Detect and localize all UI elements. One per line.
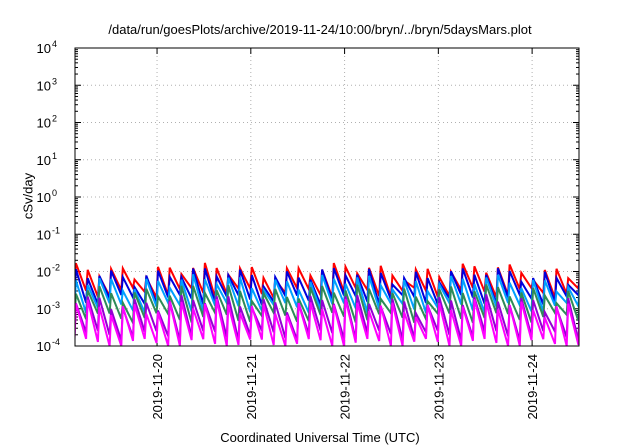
y-tick-label: 10 xyxy=(37,302,51,317)
series-line xyxy=(75,284,579,327)
plot-frame xyxy=(74,47,580,347)
x-tick-label: 2019-11-22 xyxy=(338,354,353,420)
chart-title: /data/run/goesPlots/archive/2019-11-24/1… xyxy=(108,22,532,37)
y-tick-exponent: -4 xyxy=(52,337,60,347)
y-tick-exponent: -1 xyxy=(52,225,60,235)
y-tick-label: 10 xyxy=(37,116,51,131)
x-tick-label: 2019-11-20 xyxy=(150,354,165,420)
y-tick-exponent: 0 xyxy=(52,188,57,198)
x-axis-title: Coordinated Universal Time (UTC) xyxy=(220,430,420,445)
y-tick-label: 10 xyxy=(37,78,51,93)
y-tick-exponent: 1 xyxy=(52,151,57,161)
y-tick-label: 10 xyxy=(37,153,51,168)
y-tick-label: 10 xyxy=(37,339,51,354)
y-tick-label: 10 xyxy=(37,41,51,56)
y-tick-exponent: 4 xyxy=(52,39,57,49)
y-tick-exponent: 2 xyxy=(52,114,57,124)
series-line xyxy=(75,298,579,346)
y-tick-label: 10 xyxy=(37,265,51,280)
y-tick-exponent: -3 xyxy=(52,300,60,310)
y-tick-label: 10 xyxy=(37,190,51,205)
y-tick-exponent: 3 xyxy=(52,76,57,86)
y-tick-exponent: -2 xyxy=(52,263,60,273)
x-tick-label: 2019-11-23 xyxy=(431,354,446,420)
x-tick-label: 2019-11-21 xyxy=(244,354,259,420)
y-tick-label: 10 xyxy=(37,227,51,242)
x-tick-label: 2019-11-24 xyxy=(525,354,540,420)
